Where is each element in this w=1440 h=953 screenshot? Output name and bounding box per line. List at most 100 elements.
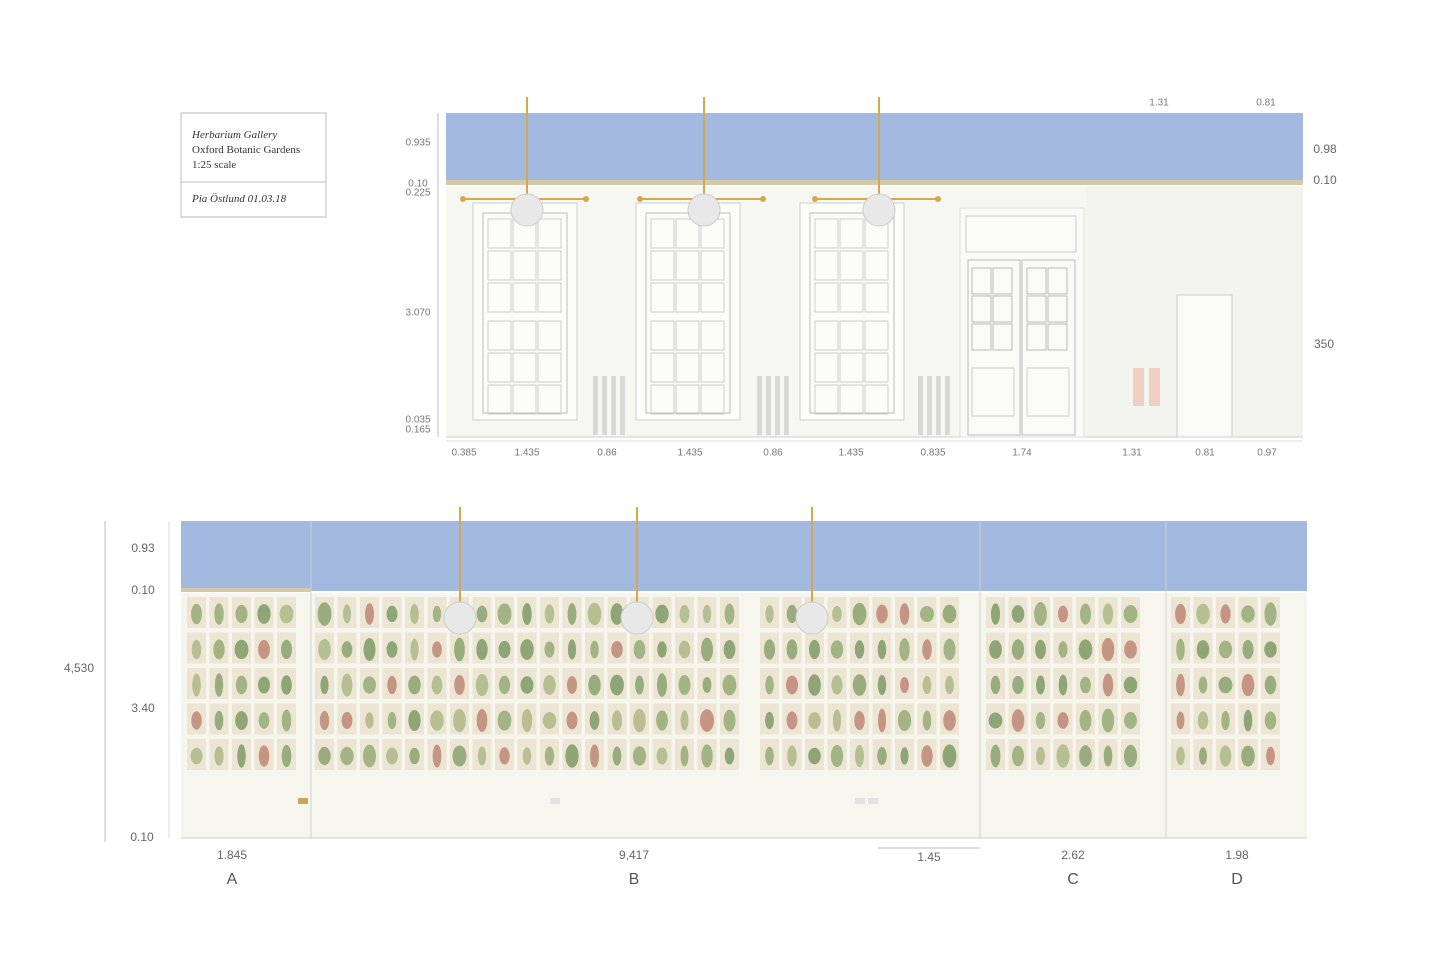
pane [864, 352, 889, 383]
plant [1264, 711, 1277, 730]
plant [237, 744, 246, 768]
plant [1123, 604, 1138, 624]
plant [565, 744, 579, 768]
dimension: 1.435 [838, 448, 863, 459]
dimension: 0.835 [920, 448, 945, 459]
plant [190, 747, 203, 765]
pane [650, 282, 675, 313]
plant [722, 674, 737, 696]
ceiling-band [446, 113, 1303, 180]
plant [363, 638, 376, 661]
plant [498, 675, 511, 695]
plant [1079, 709, 1092, 732]
pane [839, 384, 864, 415]
plant [432, 744, 442, 768]
plant [922, 639, 932, 660]
plant [1102, 603, 1114, 625]
plant [943, 710, 956, 731]
elevation-1 [446, 97, 1303, 438]
pane [512, 352, 537, 383]
pane [650, 352, 675, 383]
plant [656, 710, 668, 731]
radiator [611, 376, 616, 435]
plant [899, 603, 910, 625]
dimension: 0.165 [405, 425, 430, 436]
dimension: 0.98 [1313, 142, 1337, 156]
pane [487, 250, 512, 281]
plant [1012, 675, 1024, 695]
light-globe [443, 601, 477, 635]
pane [650, 320, 675, 351]
plant [191, 639, 202, 660]
plant [1036, 675, 1045, 695]
plant [765, 604, 774, 624]
dimension: 3.40 [131, 701, 155, 715]
radiator [927, 376, 932, 435]
radiator [620, 376, 625, 435]
plant [877, 747, 887, 765]
pane [700, 384, 725, 415]
light-globe [620, 601, 654, 635]
plant [363, 676, 376, 694]
plant [340, 746, 354, 766]
plant [678, 640, 691, 659]
plant [942, 604, 957, 624]
radiator [775, 376, 780, 435]
plant [522, 603, 532, 625]
plant [1175, 603, 1186, 625]
plant [1218, 640, 1233, 659]
plant [214, 710, 224, 731]
radiator [593, 376, 598, 435]
dimension: 1.435 [514, 448, 539, 459]
plant [611, 710, 623, 731]
plant [785, 675, 799, 695]
plant [410, 638, 419, 661]
fitting [550, 798, 560, 804]
dimension: 4,530 [64, 661, 94, 675]
plant [830, 744, 844, 768]
pane [814, 250, 839, 281]
plant [214, 603, 224, 625]
plant [1079, 745, 1092, 767]
plant [453, 708, 466, 733]
plant [1057, 712, 1069, 729]
plant [589, 711, 600, 730]
plant [922, 675, 932, 695]
plant [765, 711, 774, 730]
plant [942, 744, 957, 768]
plant [1176, 746, 1185, 766]
plant [832, 605, 842, 623]
scale: 1:25 scale [192, 159, 236, 171]
pane [512, 384, 537, 415]
plant [854, 640, 865, 659]
plant [1011, 605, 1025, 623]
plant [723, 709, 736, 732]
plant [1124, 640, 1137, 659]
plant [763, 639, 776, 660]
pane [487, 352, 512, 383]
dimension: 0.86 [763, 448, 783, 459]
plant [988, 712, 1003, 729]
dimension: 0.81 [1195, 448, 1215, 459]
plant [1034, 602, 1047, 626]
cornice [181, 588, 311, 592]
plant [497, 603, 512, 625]
plant [410, 604, 419, 624]
title-block [180, 112, 327, 218]
plant [702, 676, 712, 694]
plant [877, 639, 887, 660]
plant [521, 708, 533, 733]
plant [1057, 605, 1069, 623]
plant [317, 602, 332, 626]
dimension: 1.74 [1012, 448, 1032, 459]
plant [876, 604, 888, 624]
dimension: 0.225 [405, 188, 430, 199]
plant [656, 747, 668, 765]
plant [341, 641, 353, 658]
pane [864, 384, 889, 415]
plant [1080, 676, 1091, 694]
plant [587, 602, 602, 626]
plant [386, 605, 398, 623]
pane [700, 282, 725, 313]
plant [990, 603, 1001, 625]
